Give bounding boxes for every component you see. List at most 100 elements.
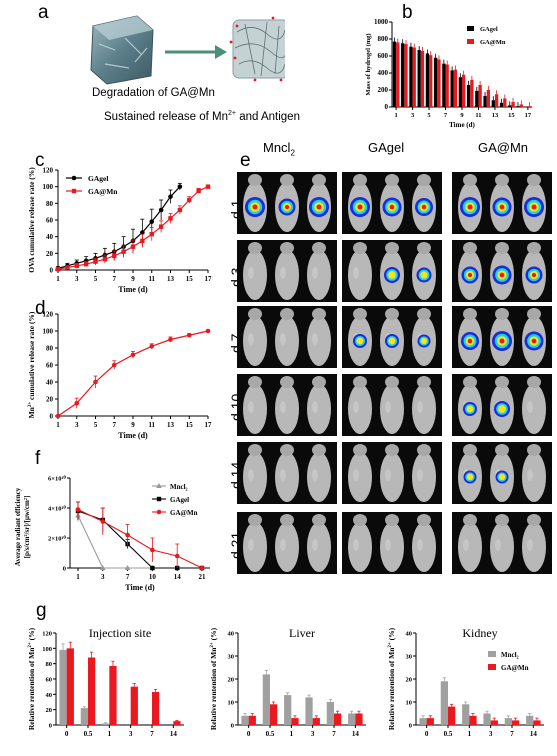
x-tick-label: 0.5 [266,730,275,738]
bar [469,715,477,725]
mouse-highlight [248,267,254,279]
y-tick-label: 1000 [374,18,389,26]
mouse-head [312,242,326,254]
legend-marker [71,175,77,181]
bar-gagel [425,53,430,107]
mouse-head [385,444,399,456]
signal-core [531,272,537,278]
mouse-highlight [527,469,533,481]
bar-gamn [396,42,400,107]
mouse-highlight [353,469,359,481]
bar-gamn [429,55,433,107]
data-point [112,253,117,259]
mouse-body [348,250,372,300]
bar [462,704,470,725]
mouse-highlight [312,333,318,345]
data-point [158,207,164,213]
y-tick-label: 80 [46,345,54,353]
mouse-head [248,444,262,456]
series-line [77,509,203,569]
bar-gagel [450,70,454,107]
mouse-highlight [312,267,318,279]
y-axis-title: Mn2+ cumulative release rate (%) [27,311,36,418]
mouse-body [348,522,372,572]
y-tick-label: 600 [378,52,389,60]
bar [59,649,67,725]
y-tick-label: 0 [49,723,52,730]
bar [348,713,356,725]
mouse-highlight [527,539,533,551]
mouse-head [495,242,509,254]
y-tick-label: 0 [50,413,54,421]
panel-label-d: d [35,298,46,319]
x-tick-label: 21 [199,573,207,581]
mouse-highlight [280,539,286,551]
mouse-highlight [312,539,318,551]
x-tick-label: 7 [113,275,117,283]
bar [66,648,74,725]
y-tick-label: 0 [385,103,389,111]
data-point [121,249,126,254]
mouse-body [522,384,546,434]
bar [448,706,456,725]
x-tick-label: 14 [352,730,360,738]
data-point [168,216,173,221]
caption-release: Sustained release of Mn2+ and Antigen [104,110,300,123]
y-tick-label: 4×10¹⁰ [48,505,66,513]
x-tick-label: 13 [167,275,175,283]
y-tick-label: 200 [378,86,389,94]
mouse-highlight [248,401,254,413]
x-tick-label: 1 [468,730,472,738]
x-tick-label: 11 [148,275,155,283]
series-line [77,515,202,569]
mouse-head [312,174,326,186]
mouse-highlight [248,333,254,345]
ivis-image-d1-gagel [342,172,442,234]
y-tick-label: 800 [378,35,389,43]
ivis-image-d10-gagel [342,374,442,436]
data-point [205,184,211,189]
bar-gagel [483,95,487,107]
x-tick-label: 13 [167,421,175,429]
mouse-body [522,452,546,502]
y-tick-label: 20 [46,396,54,404]
chart-g-kidney: 0 10 20 30 40 0 0.5 1 3 7 14 Kidney Relative rentent… [387,626,544,738]
x-tick-label: 11 [148,421,155,429]
bar [483,713,491,725]
ivis-image-d3-gagel [342,240,442,302]
x-tick-label: 3 [101,573,105,581]
mouse-highlight [417,539,423,551]
bar-gamn [437,59,441,107]
x-tick-label: 1 [108,730,112,738]
y-tick-label: 30 [406,654,413,661]
column-label-mncl: Mncl2 [263,140,295,158]
column-label-gagel: GAgel [368,140,405,155]
x-tick-label: 1 [76,573,80,581]
data-point [74,400,80,406]
x-tick-label: 1 [56,275,60,283]
mouse-highlight [417,401,423,413]
legend-label: GAgel [170,496,189,504]
signal-inner [498,405,506,413]
data-point [100,565,106,570]
bar-gagel [475,90,479,107]
x-tick-label: 0 [247,730,251,738]
x-tick-label: 7 [332,730,336,738]
data-point [158,224,164,229]
x-tick-label: 17 [205,275,213,283]
x-tick-label: 1 [394,112,397,119]
x-axis-title: Time (d) [118,285,148,294]
bar [533,720,541,725]
mouse-head [527,514,541,526]
legend-label: GA@Mn [480,39,506,46]
bar [440,681,448,725]
bar-gamn [527,106,532,107]
bar-gamn [470,79,474,107]
y-tick-label: 0 [231,723,234,730]
mouse-head [527,308,541,320]
signal-inner [420,271,428,279]
mouse-head [527,376,541,388]
signal-core [467,272,473,278]
mouse-body [412,522,436,572]
